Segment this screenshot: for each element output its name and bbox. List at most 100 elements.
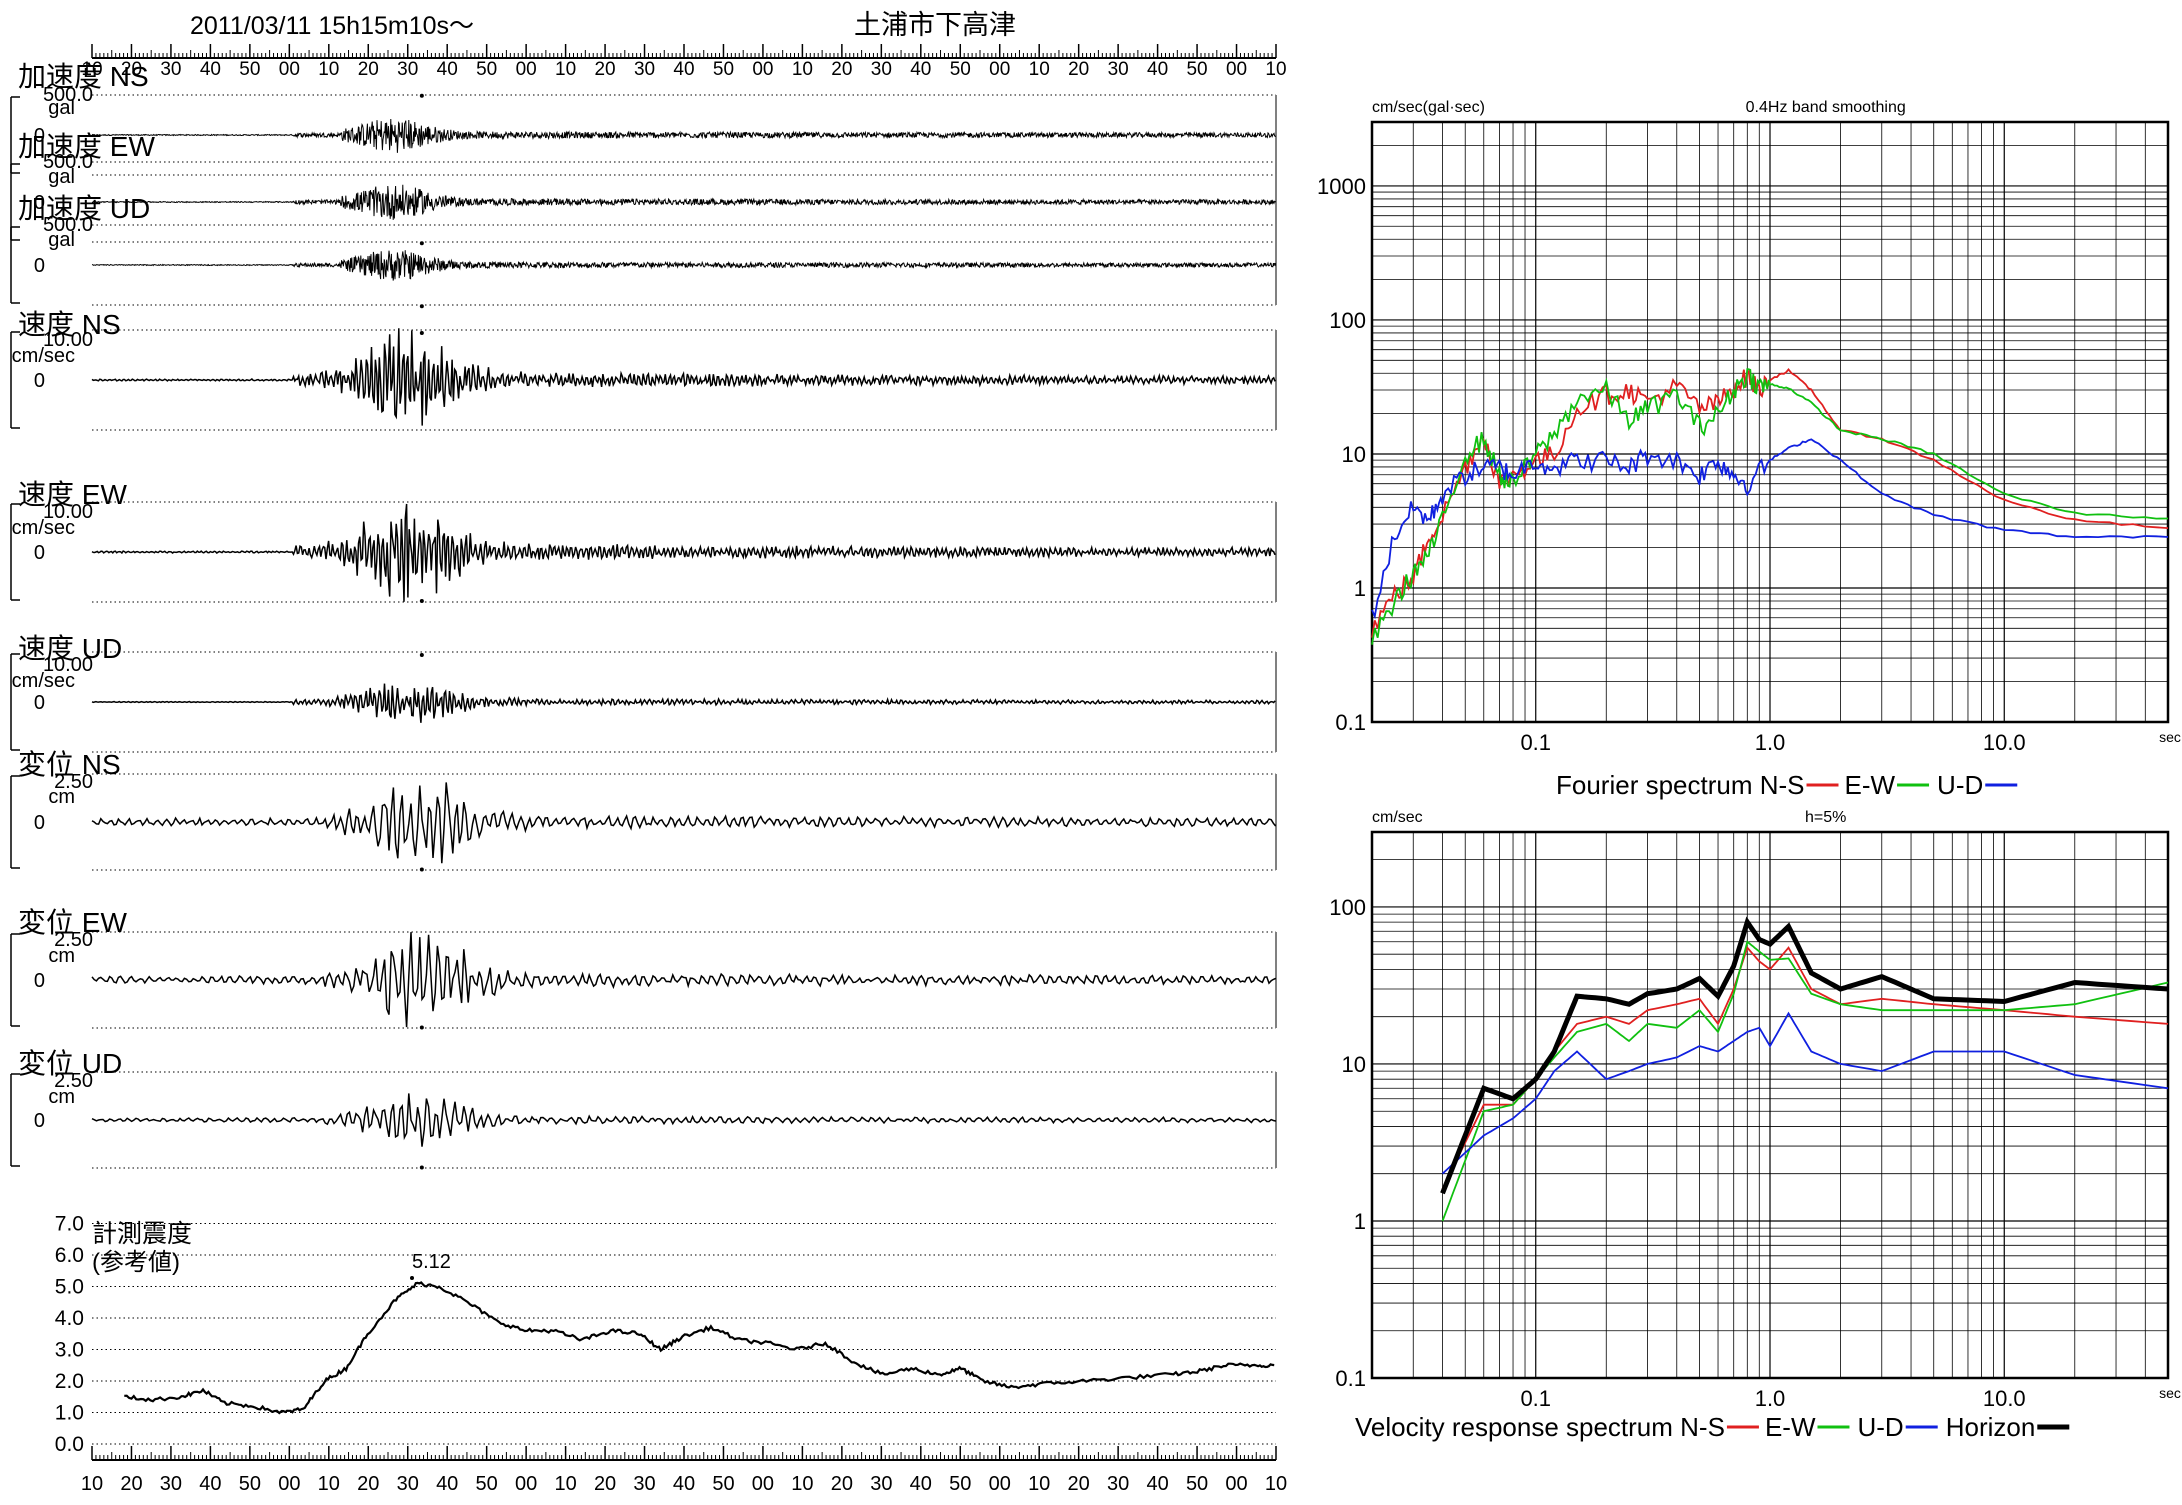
spectrum-x-tick-label: 10.0 xyxy=(1983,730,2026,755)
spectrum-x-tick-label: 1.0 xyxy=(1755,1386,1786,1411)
time-tick-label: 50 xyxy=(712,1473,734,1495)
trace-label: 速度 NS xyxy=(18,309,121,340)
trace-label: 変位 NS xyxy=(18,749,121,780)
record-datetime: 2011/03/11 15h15m10s〜 xyxy=(190,12,474,40)
trace-waveform xyxy=(91,932,1276,1028)
trace-unit: cm/sec xyxy=(12,670,75,692)
trace-peak-marker xyxy=(419,867,424,872)
time-tick-label: 30 xyxy=(870,1473,892,1495)
trace-unit: cm/sec xyxy=(12,517,75,539)
time-tick-label: 50 xyxy=(239,59,260,80)
legend-label: E-W xyxy=(1845,770,1896,800)
trace-scale-value: 2.50 xyxy=(54,771,93,793)
time-tick-label: 10 xyxy=(318,59,339,80)
time-tick-label: 30 xyxy=(397,59,418,80)
trace-zero-label: 0 xyxy=(34,970,45,992)
time-tick-label: 40 xyxy=(673,59,694,80)
trace-waveform xyxy=(91,782,1277,864)
time-tick-label: 10 xyxy=(555,59,576,80)
time-tick-label: 10 xyxy=(1028,1473,1050,1495)
trace-peak-marker xyxy=(419,1025,424,1030)
time-tick-label: 20 xyxy=(1068,59,1089,80)
time-tick-label: 50 xyxy=(476,59,497,80)
time-tick-label: 00 xyxy=(279,59,300,80)
time-tick-label: 20 xyxy=(121,59,142,80)
time-tick-label: 50 xyxy=(713,59,734,80)
time-tick-label: 40 xyxy=(437,59,458,80)
spectrum-series-horizon xyxy=(1440,916,2169,1195)
time-tick-label: 50 xyxy=(950,59,971,80)
trace-scale-value: 500.0 xyxy=(43,84,93,106)
time-tick-label: 10 xyxy=(1265,59,1286,80)
intensity-tick-label: 3.0 xyxy=(55,1339,84,1362)
intensity-tick-label: 4.0 xyxy=(55,1307,84,1330)
spectrum-series-u-d xyxy=(1441,1011,2169,1175)
fourier-spectrum-chart: cm/sec(gal·sec) 0.4Hz band smoothing sec 0.… xyxy=(1317,99,2181,800)
trace-zero-label: 0 xyxy=(34,542,45,564)
spectrum-x-tick-label: 10.0 xyxy=(1983,1386,2026,1411)
time-tick-label: 00 xyxy=(989,1473,1011,1495)
time-tick-label: 20 xyxy=(594,1473,616,1495)
trace-label: 加速度 NS xyxy=(18,61,149,92)
trace-peak-marker xyxy=(419,241,424,246)
time-tick-label: 30 xyxy=(871,59,892,80)
trace-scale-value: 500.0 xyxy=(43,214,93,236)
trace-scale-value: 10.00 xyxy=(43,654,93,676)
spectrum-y-tick-label: 0.1 xyxy=(1335,1366,1366,1391)
trace-label: 加速度 UD xyxy=(18,193,150,224)
time-tick-label: 10 xyxy=(791,1473,813,1495)
spectrum-y-tick-label: 100 xyxy=(1329,308,1366,333)
time-tick-label: 10 xyxy=(554,1473,576,1495)
spectrum-x-tick-label: 0.1 xyxy=(1520,730,1551,755)
trace-label: 速度 UD xyxy=(18,633,122,664)
spectrum-y-tick-label: 10 xyxy=(1342,442,1366,467)
intensity-tick-label: 6.0 xyxy=(55,1244,84,1267)
time-axis-bottom: 10 20 30 40 50 00 10 20 30 40 50 00 10 20 30 40 50 00 10 20… xyxy=(81,1446,1287,1495)
time-tick-label: 20 xyxy=(357,1473,379,1495)
trace-waveform xyxy=(91,250,1277,281)
time-tick-label: 10 xyxy=(318,1473,340,1495)
trace-zero-label: 0 xyxy=(34,192,45,214)
time-tick-label: 00 xyxy=(1225,1473,1247,1495)
trace-waveform xyxy=(91,503,1276,602)
time-tick-label: 00 xyxy=(752,59,773,80)
intensity-subtitle: (参考値) xyxy=(92,1249,180,1276)
trace-zero-label: 0 xyxy=(34,1110,45,1132)
trace-label: 変位 EW xyxy=(18,907,127,938)
intensity-panel: 7.0 6.0 5.0 4.0 3.0 2.0 1.0 0.0 計測震度(参考値) 5.12 xyxy=(55,1213,1276,1456)
legend-label: Horizon xyxy=(1946,1412,2036,1442)
spectrum-series-u-d xyxy=(1371,438,2169,620)
trace-scale-value: 2.50 xyxy=(54,1070,93,1092)
trace-peak-marker xyxy=(419,93,424,98)
time-tick-label: 30 xyxy=(1108,59,1129,80)
time-tick-label: 00 xyxy=(278,1473,300,1495)
time-axis-top: 10 20 30 40 50 00 10 20 30 40 50 00 10 20 30 40 50 00 10 20… xyxy=(81,44,1287,80)
time-tick-label: 40 xyxy=(1146,1473,1168,1495)
time-tick-label: 20 xyxy=(831,59,852,80)
trace-unit: cm/sec xyxy=(12,345,75,367)
time-tick-label: 00 xyxy=(1226,59,1247,80)
time-tick-label: 40 xyxy=(436,1473,458,1495)
legend-label: U-D xyxy=(1937,770,1983,800)
spectrum-series-e-w xyxy=(1441,940,2169,1222)
time-tick-label: 00 xyxy=(515,1473,537,1495)
time-tick-label: 40 xyxy=(910,1473,932,1495)
intensity-tick-label: 5.0 xyxy=(55,1276,84,1299)
trace-label: 速度 EW xyxy=(18,479,127,510)
spectrum-x-unit: sec xyxy=(2159,1385,2181,1401)
intensity-tick-label: 1.0 xyxy=(55,1402,84,1425)
trace-waveform xyxy=(91,328,1276,426)
trace-peak-marker xyxy=(419,653,424,657)
trace-unit: gal xyxy=(48,166,75,188)
time-tick-label: 10 xyxy=(81,1473,103,1495)
intensity-tick-label: 0.0 xyxy=(55,1433,84,1456)
time-tick-label: 10 xyxy=(1029,59,1050,80)
